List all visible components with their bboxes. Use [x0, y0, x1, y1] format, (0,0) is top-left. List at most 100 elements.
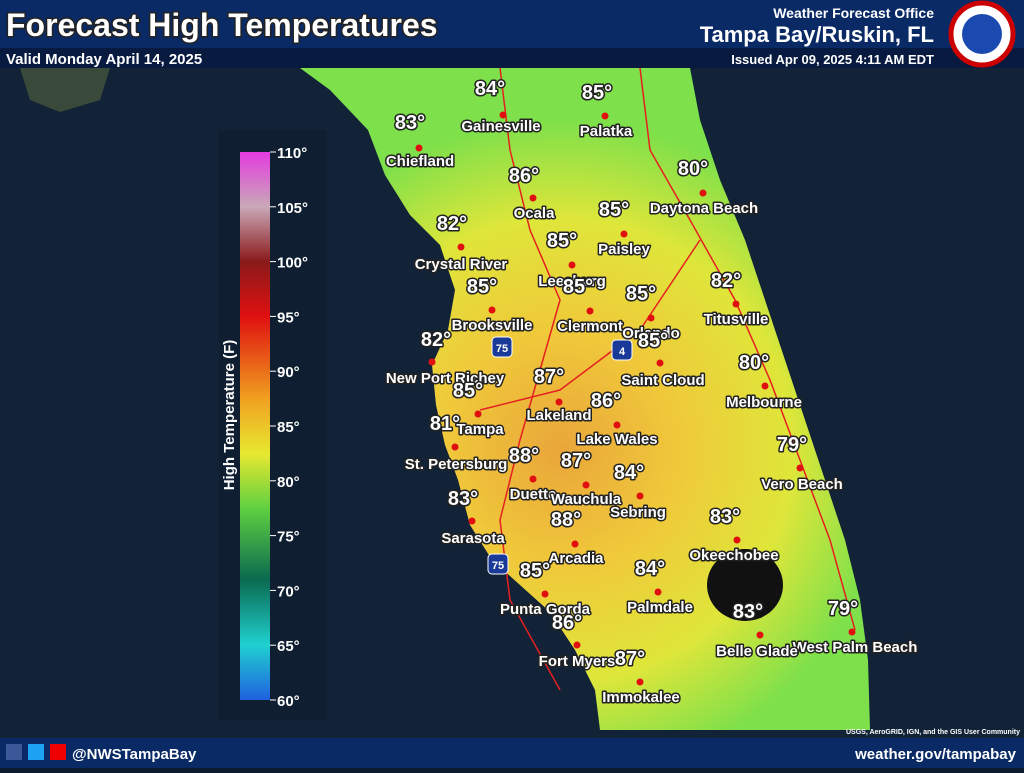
interstate-number: 4 [619, 346, 626, 358]
city-temp: 84° [635, 558, 665, 580]
attribution: USGS, AeroGRID, IGN, and the GIS User Co… [846, 729, 1020, 736]
office: Weather Forecast Office [773, 5, 934, 21]
city-name: Punta Gorda [500, 601, 591, 618]
city-dot [573, 641, 581, 649]
city-temp: 85° [599, 199, 629, 221]
tick-label: 85° [277, 419, 300, 436]
city-name: Belle Glade [716, 643, 798, 660]
city-temp: 83° [733, 601, 763, 623]
city-name: Wauchula [551, 491, 622, 508]
city-dot [636, 492, 644, 500]
tick-label: 60° [277, 693, 300, 710]
city-dot [647, 314, 655, 322]
city-name: Lakeland [526, 407, 591, 424]
city-name: Gainesville [461, 118, 540, 135]
city-temp: 82° [421, 329, 451, 351]
city-temp: 79° [828, 598, 858, 620]
city-dot [474, 410, 482, 418]
facebook-icon[interactable] [6, 744, 22, 760]
colorbar [240, 152, 270, 700]
lake-okeechobee [707, 549, 783, 621]
city-name: Crystal River [415, 256, 508, 273]
city-dot [428, 358, 436, 366]
city-dot [451, 443, 459, 451]
social-handle[interactable]: @NWSTampaBay [72, 746, 197, 763]
interstate-shield [491, 336, 513, 358]
nws-logo-inner [962, 14, 1002, 54]
city-temp: 88° [551, 509, 581, 531]
city-temp: 80° [739, 352, 769, 374]
city-temp: 87° [534, 366, 564, 388]
city-name: Paisley [598, 241, 650, 258]
city-temp: 85° [520, 560, 550, 582]
city-dot [457, 243, 465, 251]
city-name: Duette [510, 486, 557, 503]
tick-label: 110° [277, 145, 307, 162]
city-dot [529, 194, 537, 202]
title: Forecast High Temperatures [6, 7, 438, 43]
city-name: Palatka [580, 123, 633, 140]
city-temp: 85° [547, 230, 577, 252]
city-name: St. Petersburg [405, 456, 508, 473]
interstate-shield [611, 339, 633, 361]
city-dot [468, 517, 476, 525]
city-temp: 85° [467, 276, 497, 298]
youtube-icon[interactable] [50, 744, 66, 760]
issued: Issued Apr 09, 2025 4:11 AM EDT [731, 52, 934, 67]
legend-ticks: 110° 105° 100° 95° 90° 85° 80° 75° 70° 65° 60° [270, 145, 308, 710]
city-dot [586, 307, 594, 315]
city-temp: 79° [777, 434, 807, 456]
interstate-number: 75 [496, 343, 508, 355]
tick-label: 90° [277, 364, 300, 381]
website[interactable]: weather.gov/tampabay [854, 746, 1017, 763]
city-name: Lake Wales [576, 431, 657, 448]
city-temp: 83° [710, 506, 740, 528]
twitter-icon[interactable] [28, 744, 44, 760]
city-temp: 82° [711, 270, 741, 292]
city-name: Melbourne [726, 394, 802, 411]
city-temp: 86° [509, 165, 539, 187]
city-dot [541, 590, 549, 598]
city-dot [656, 359, 664, 367]
city-name: Saint Cloud [621, 372, 704, 389]
city-temp: 88° [509, 445, 539, 467]
city-dot [761, 382, 769, 390]
city-dot [488, 306, 496, 314]
city-name: Immokalee [602, 689, 680, 706]
city-temp: 86° [591, 390, 621, 412]
city-name: Tampa [456, 421, 504, 438]
city-dot [796, 464, 804, 472]
city-temp: 80° [678, 158, 708, 180]
city-temp: 85° [582, 82, 612, 104]
city-name: Fort Myers [539, 653, 616, 670]
city-dot [568, 261, 576, 269]
city-name: Brooksville [452, 317, 533, 334]
city-name: Titusville [704, 311, 769, 328]
city-dot [499, 111, 507, 119]
city-dot [733, 536, 741, 544]
city-temp: 84° [614, 462, 644, 484]
city-name: Sebring [610, 504, 666, 521]
valid-date: Valid Monday April 14, 2025 [6, 51, 202, 68]
header-sub [0, 48, 1024, 68]
legend-box [219, 130, 326, 720]
location: Tampa Bay/Ruskin, FL [700, 22, 934, 47]
city-temp: 87° [561, 450, 591, 472]
interstate-number: 75 [492, 560, 504, 572]
city-temp: 83° [448, 488, 478, 510]
city-name: Vero Beach [761, 476, 843, 493]
city-name: West Palm Beach [793, 639, 918, 656]
city-temp: 86° [552, 612, 582, 634]
city-temp: 85° [638, 330, 668, 352]
city-dot [613, 421, 621, 429]
city-name: Chiefland [386, 153, 454, 170]
city-name: Daytona Beach [650, 200, 758, 217]
city-dot [654, 588, 662, 596]
tick-label: 80° [277, 474, 300, 491]
city-dot [636, 678, 644, 686]
city-name: Okeechobee [689, 547, 778, 564]
city-name: Sarasota [441, 530, 505, 547]
city-dot [601, 112, 609, 120]
city-temp: 85° [563, 276, 593, 298]
